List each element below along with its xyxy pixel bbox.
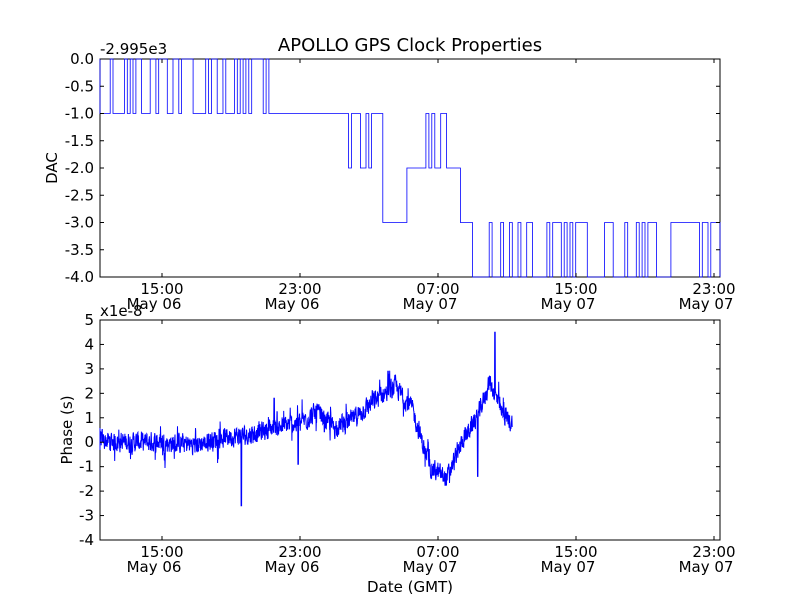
dac-series-line bbox=[99, 58, 721, 278]
y-tick-label: 1 bbox=[84, 409, 94, 427]
dac-y-axis-label: DAC bbox=[43, 152, 61, 184]
y-tick-label: -2.5 bbox=[65, 186, 94, 204]
chart-title: APOLLO GPS Clock Properties bbox=[278, 35, 542, 56]
y-tick-label: 0 bbox=[84, 433, 94, 451]
y-tick-label: -3.0 bbox=[65, 214, 94, 232]
phase-y-axis-label: Phase (s) bbox=[58, 395, 76, 464]
x-tick-date-label: May 06 bbox=[127, 558, 182, 576]
y-tick-label: -2.0 bbox=[65, 159, 94, 177]
dac-panel: 0.0 -0.5 -1.0 -1.5 -2.0 -2.5 -3.0 -3.5 -4.0 15:00… bbox=[43, 40, 736, 313]
y-tick-label: 2 bbox=[84, 384, 94, 402]
y-tick-label: -1.5 bbox=[65, 132, 94, 150]
x-tick-date-label: May 07 bbox=[403, 558, 458, 576]
phase-series-line bbox=[99, 331, 513, 507]
y-tick-label: -0.5 bbox=[65, 77, 94, 95]
dac-trace bbox=[99, 58, 721, 278]
dac-offset-label: -2.995e3 bbox=[100, 40, 167, 58]
y-tick-label: 0.0 bbox=[70, 50, 94, 68]
phase-axes-frame bbox=[99, 319, 721, 541]
x-tick-time-label: 15:00 bbox=[554, 280, 597, 298]
x-tick-time-label: 15:00 bbox=[554, 543, 597, 561]
dac-ticks: 0.0 -0.5 -1.0 -1.5 -2.0 -2.5 -3.0 -3.5 -4.0 15:00… bbox=[65, 50, 736, 313]
y-tick-label: -4.0 bbox=[65, 268, 94, 286]
x-tick-date-label: May 07 bbox=[679, 558, 734, 576]
x-tick-date-label: May 06 bbox=[265, 295, 320, 313]
y-tick-label: -3 bbox=[79, 507, 94, 525]
x-tick-date-label: May 07 bbox=[679, 295, 734, 313]
x-tick-time-label: 23:00 bbox=[692, 280, 735, 298]
y-tick-label: -1.0 bbox=[65, 105, 94, 123]
x-tick-time-label: 15:00 bbox=[140, 280, 183, 298]
x-tick-date-label: May 07 bbox=[403, 295, 458, 313]
phase-trace bbox=[99, 331, 513, 507]
x-tick-date-label: May 06 bbox=[127, 295, 182, 313]
y-tick-label: 4 bbox=[84, 335, 94, 353]
x-axis-label: Date (GMT) bbox=[367, 578, 453, 596]
x-tick-time-label: 23:00 bbox=[692, 543, 735, 561]
x-tick-time-label: 07:00 bbox=[416, 280, 459, 298]
x-tick-date-label: May 07 bbox=[541, 295, 596, 313]
x-tick-date-label: May 07 bbox=[541, 558, 596, 576]
y-tick-label: 5 bbox=[84, 311, 94, 329]
x-tick-date-label: May 06 bbox=[265, 558, 320, 576]
x-tick-time-label: 23:00 bbox=[278, 543, 321, 561]
phase-scale-label: x1e-8 bbox=[100, 302, 143, 320]
x-tick-time-label: 23:00 bbox=[278, 280, 321, 298]
y-tick-label: -3.5 bbox=[65, 241, 94, 259]
y-tick-label: -4 bbox=[79, 531, 94, 549]
y-tick-label: -1 bbox=[79, 458, 94, 476]
y-tick-label: 3 bbox=[84, 360, 94, 378]
x-tick-time-label: 15:00 bbox=[140, 543, 183, 561]
x-tick-time-label: 07:00 bbox=[416, 543, 459, 561]
y-tick-label: -2 bbox=[79, 482, 94, 500]
